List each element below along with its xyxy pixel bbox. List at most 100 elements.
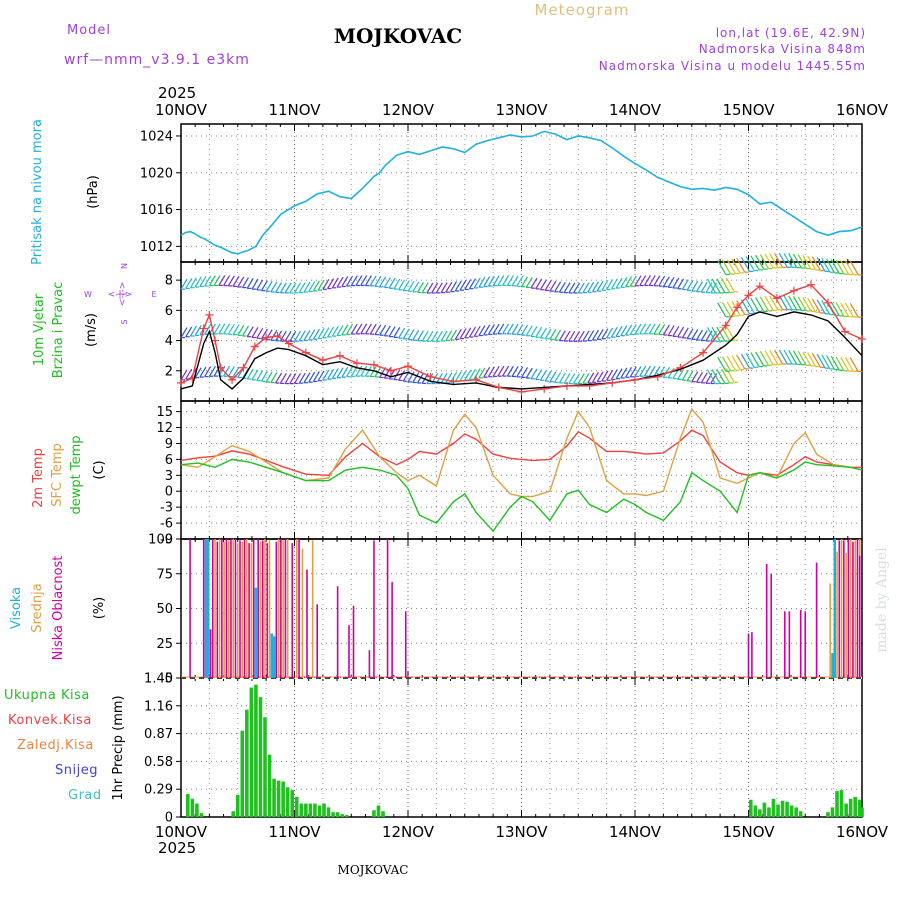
wind-barb xyxy=(322,279,330,290)
wind-barb xyxy=(341,276,349,287)
cloud-zero-dot xyxy=(600,676,602,678)
wind-barb xyxy=(750,352,760,367)
wind-barb xyxy=(435,330,443,342)
cloud-bar xyxy=(858,555,861,678)
wind-barb xyxy=(568,373,576,384)
wind-barb xyxy=(275,282,283,293)
cloud-bar xyxy=(259,541,262,678)
wind-barb xyxy=(634,366,642,377)
cloud-zero-dot xyxy=(467,676,469,678)
wind-barb xyxy=(450,329,458,341)
y-tick-label: -6 xyxy=(160,517,173,532)
cloud-zero-dot xyxy=(442,676,444,678)
cloud-zero-dot xyxy=(345,676,347,678)
cloud-zero-dot xyxy=(564,676,566,678)
wind-barb xyxy=(792,253,802,269)
cloud-zero-dot xyxy=(605,676,607,678)
wind-barb xyxy=(821,354,831,370)
wind-barb xyxy=(821,257,831,273)
wind-barb xyxy=(736,354,746,370)
precip-bar xyxy=(839,790,844,817)
wind-barb xyxy=(208,275,216,286)
wind-barb xyxy=(662,276,670,287)
wind-barb xyxy=(327,278,335,289)
precip-bar xyxy=(258,697,263,817)
cloud-bar xyxy=(214,539,216,678)
wind-barb xyxy=(431,331,439,342)
cloud-zero-dot xyxy=(411,676,413,678)
wind-barb xyxy=(180,327,188,338)
cloud-zero-dot xyxy=(676,676,678,678)
wind-barb xyxy=(816,257,826,272)
bottom-year-label: 2025 xyxy=(158,839,196,857)
wind-barb xyxy=(383,325,391,337)
precip-bar xyxy=(753,805,758,817)
cloud-bar xyxy=(336,586,339,678)
precip-unit: 1hr Precip (mm) xyxy=(111,695,126,800)
wind-barb xyxy=(232,324,240,336)
wind-barb xyxy=(577,330,585,342)
wind-barb xyxy=(596,329,604,340)
precip-bar xyxy=(245,709,249,817)
wind-barb xyxy=(722,302,732,317)
cloud-zero-dot xyxy=(360,676,362,678)
cloud-zero-dot xyxy=(728,676,730,678)
cloud-bar xyxy=(788,611,791,678)
wind-barb xyxy=(213,323,221,335)
wind-barb xyxy=(844,302,855,318)
wind-barb xyxy=(336,276,344,288)
wind-barb xyxy=(398,370,406,381)
cloud-bar xyxy=(843,540,845,678)
wind-barb xyxy=(840,356,850,372)
cloud-zero-dot xyxy=(324,676,326,678)
wind-barb xyxy=(445,330,453,341)
footer-station: MOJKOVAC xyxy=(338,863,409,877)
cloud-zero-dot xyxy=(712,676,714,678)
precip-legend-item: Konvek.Kisa xyxy=(8,713,92,728)
wind-barb xyxy=(755,254,765,270)
wind-barb xyxy=(681,279,689,290)
compass-arrows-h: <-|-> xyxy=(108,290,133,300)
wind-barb xyxy=(525,277,533,288)
cloud-bar xyxy=(236,543,239,678)
wind-barb xyxy=(558,330,566,341)
wind-barb xyxy=(620,276,628,288)
wind-barb xyxy=(426,330,434,342)
cloud-zero-dot xyxy=(544,676,546,678)
wind-barb xyxy=(778,349,788,365)
wind-barb xyxy=(677,369,685,380)
cloud-zero-dot xyxy=(339,676,341,678)
wind-barb xyxy=(620,325,628,336)
cloud-zero-dot xyxy=(656,676,658,678)
wind-barb xyxy=(492,366,500,377)
wind-barb xyxy=(740,353,750,369)
wind-barb xyxy=(717,260,727,275)
wind-barb xyxy=(303,281,311,293)
wind-barb xyxy=(454,280,462,292)
wind-barb xyxy=(797,350,807,366)
wind-barb xyxy=(835,356,845,372)
wind-barb xyxy=(783,253,793,268)
wind-barb xyxy=(199,276,207,287)
wind-barb xyxy=(769,350,779,365)
cloud-bar xyxy=(847,539,850,678)
wind-barb xyxy=(769,295,779,311)
cloud-zero-dot xyxy=(682,676,684,678)
wind-barb xyxy=(615,368,623,379)
wind-barb xyxy=(587,281,595,293)
model-label: Model xyxy=(67,23,111,38)
cloud-zero-dot xyxy=(625,676,627,678)
y-tick-label: 0.29 xyxy=(144,783,173,798)
cloud-zero-dot xyxy=(416,676,418,678)
model-name: wrf—nmm_v3.9.1 e3km xyxy=(64,52,250,68)
cloud-zero-dot xyxy=(329,676,331,678)
y-tick-label: 9 xyxy=(165,437,173,452)
wind-barb xyxy=(681,369,689,381)
wind-barb xyxy=(700,281,708,293)
wind-barb xyxy=(731,258,741,274)
wind-barb xyxy=(558,372,566,384)
cloud-bar xyxy=(261,540,264,678)
compass-arrows: <-|-> xyxy=(118,282,128,307)
precip-bar xyxy=(860,807,864,817)
wind-barb xyxy=(502,365,510,377)
